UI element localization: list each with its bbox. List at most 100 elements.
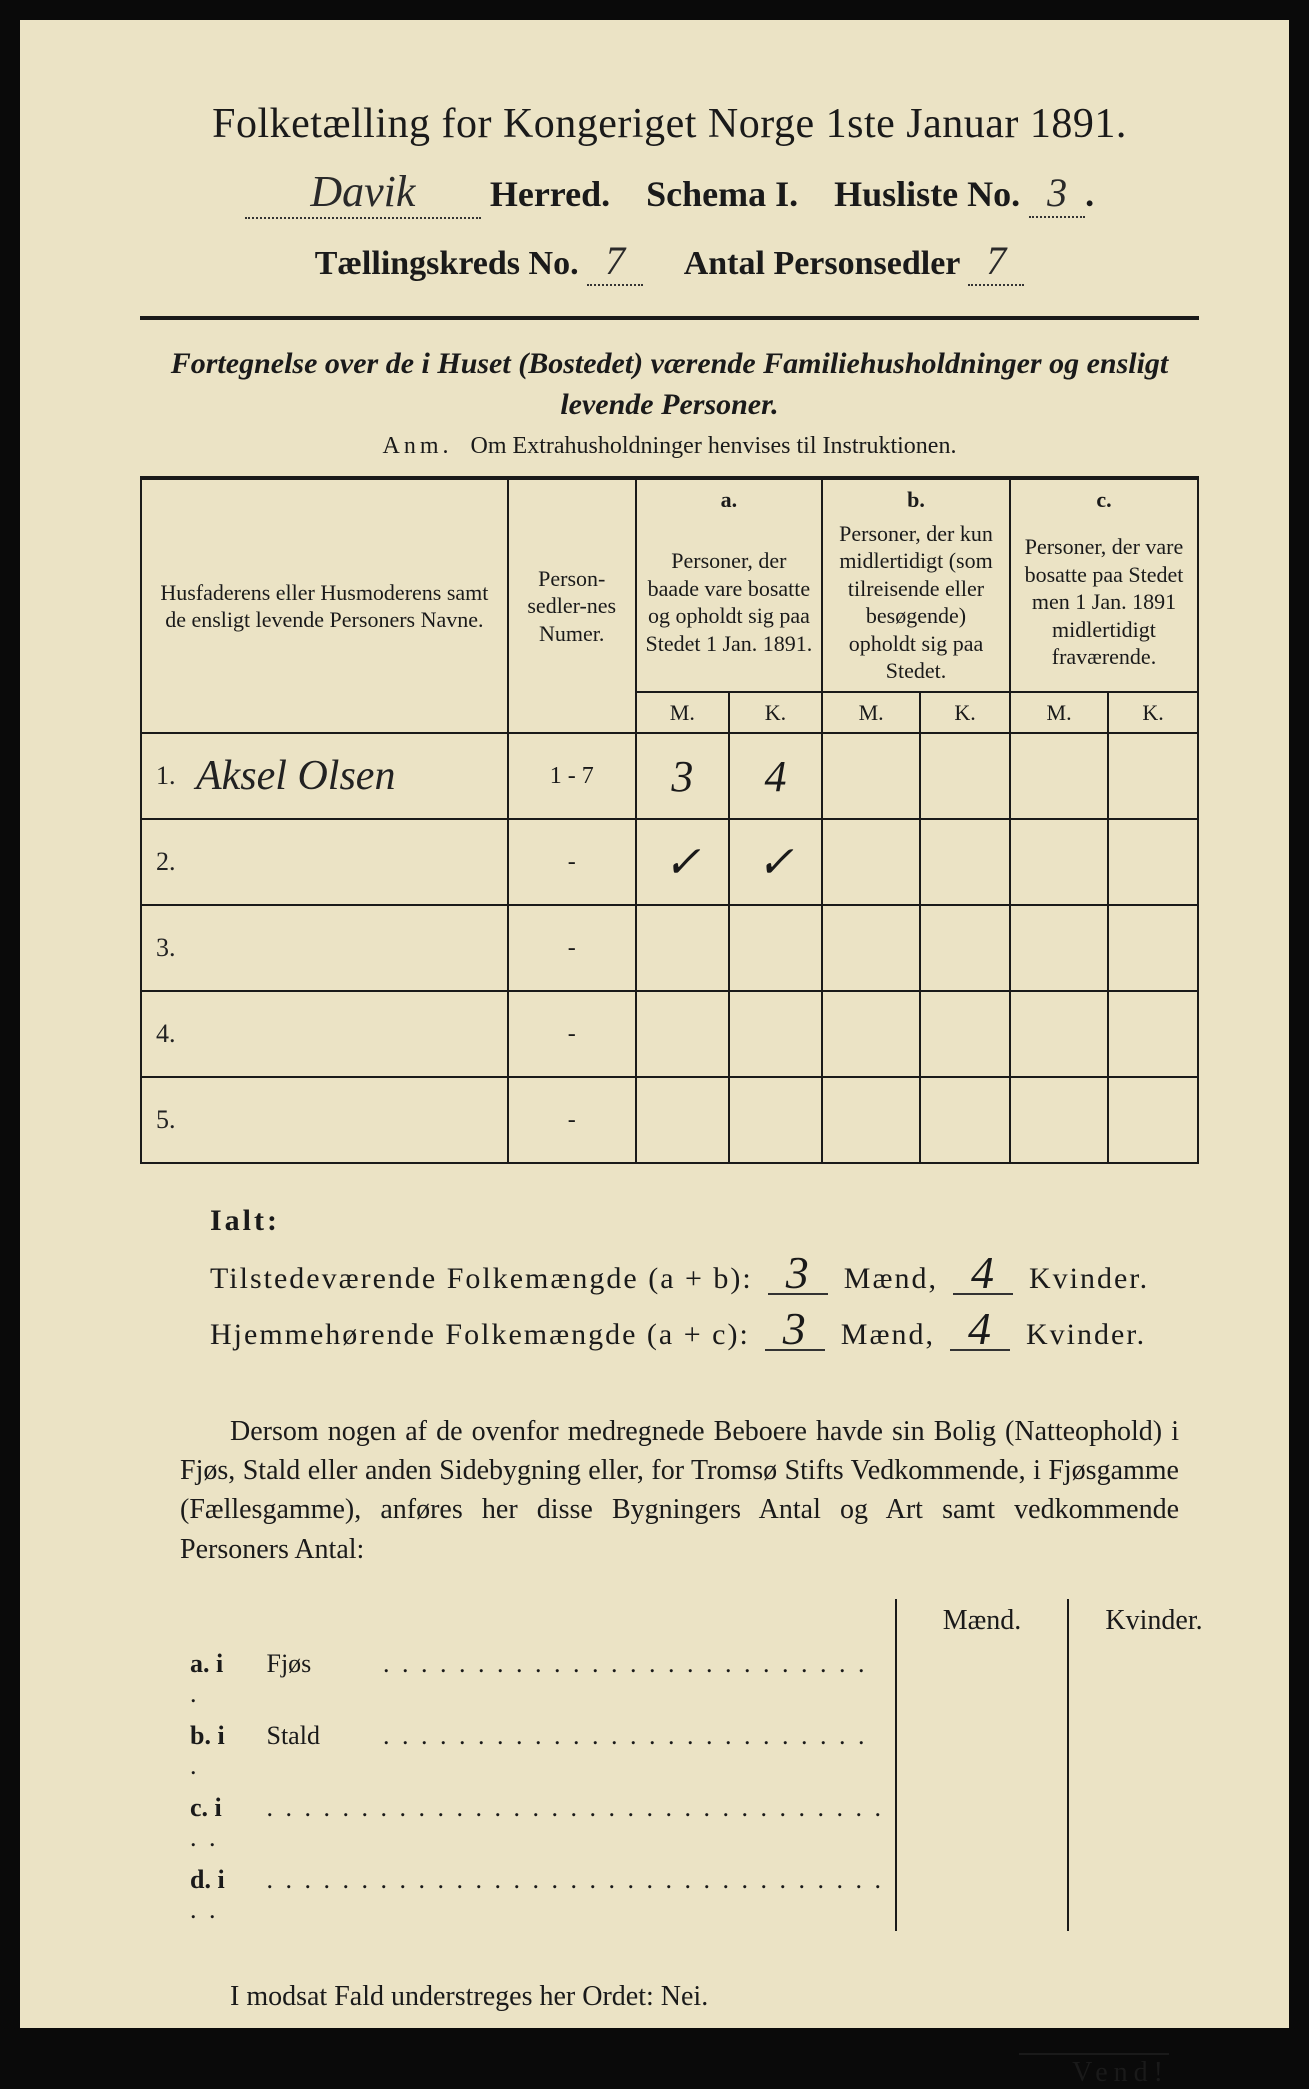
sumline-ac: Hjemmehørende Folkemængde (a + c): 3 Mæn… (210, 1308, 1199, 1352)
col-c-k: K. (1108, 692, 1198, 734)
row-ck (1108, 991, 1198, 1077)
dots: . . . . . . . . . . . . . . . . . . . . … (190, 1865, 884, 1924)
col-names-header: Husfaderens eller Husmoderens samt de en… (141, 478, 508, 733)
bygning-kvinder-header: Kvinder. (1068, 1599, 1239, 1643)
row-ps: - (508, 819, 636, 905)
table-row: 4. - (141, 991, 1198, 1077)
building-row: c. i . . . . . . . . . . . . . . . . . .… (180, 1787, 1239, 1859)
building-row: d. i . . . . . . . . . . . . . . . . . .… (180, 1859, 1239, 1931)
subtitle: Fortegnelse over de i Huset (Bostedet) v… (140, 344, 1199, 425)
row-bm (822, 905, 920, 991)
table-row: 3. - (141, 905, 1198, 991)
row-ak (729, 1077, 822, 1163)
sumline-ab: Tilstedeværende Folkemængde (a + b): 3 M… (210, 1252, 1199, 1296)
sumline-ab-label: Tilstedeværende Folkemængde (a + b): (210, 1262, 753, 1295)
subtitle-text: Fortegnelse over de i Huset (Bostedet) v… (171, 347, 1169, 421)
row-ak: ✓ (729, 819, 822, 905)
row-ak: 4 (729, 733, 822, 819)
row-number: 1. (141, 733, 196, 819)
household-table: Husfaderens eller Husmoderens samt de en… (140, 476, 1199, 1164)
personsedler-label: Antal Personsedler (684, 245, 960, 282)
row-ck (1108, 905, 1198, 991)
row-am (636, 991, 729, 1077)
census-form-page: Folketælling for Kongeriget Norge 1ste J… (0, 0, 1309, 2048)
row-cm (1010, 905, 1108, 991)
kreds-label: Tællingskreds No. (315, 245, 579, 282)
row-bm (822, 1077, 920, 1163)
row-name (196, 905, 508, 991)
divider (140, 316, 1199, 320)
kvinder-label: Kvinder. (1029, 1262, 1149, 1295)
row-name (196, 991, 508, 1077)
building-row-prefix: b. i (190, 1721, 260, 1751)
row-name (196, 819, 508, 905)
kvinder-label: Kvinder. (1026, 1318, 1146, 1351)
col-a-m: M. (636, 692, 729, 734)
husliste-value: 3 (1029, 169, 1085, 218)
schema-label: Schema I. (646, 174, 798, 214)
building-row-prefix: a. i (190, 1649, 260, 1679)
anm-text: Om Extrahusholdninger henvises til Instr… (471, 433, 957, 459)
nei-line: I modsat Fald understreges her Ordet: Ne… (230, 1981, 1199, 2013)
col-ps-header: Person-sedler-nes Numer. (508, 478, 636, 733)
row-ck (1108, 1077, 1198, 1163)
table-row: 5. - (141, 1077, 1198, 1163)
col-b-header: Personer, der kun midlertidigt (som tilr… (822, 514, 1010, 692)
herred-label: Herred. (490, 174, 610, 214)
building-row: a. i Fjøs . . . . . . . . . . . . . . . … (180, 1643, 1239, 1715)
row-am: ✓ (636, 819, 729, 905)
col-c-header: Personer, der vare bosatte paa Stedet me… (1010, 514, 1198, 692)
personsedler-value: 7 (968, 237, 1024, 286)
row-cm (1010, 1077, 1108, 1163)
row-name: Aksel Olsen (196, 733, 508, 819)
vend-label: Vend! (1019, 2053, 1169, 2089)
row-bk (920, 819, 1010, 905)
row-am (636, 1077, 729, 1163)
ac-kvinder-value: 4 (950, 1308, 1010, 1351)
col-a-header: Personer, der baade vare bosatte og opho… (636, 514, 822, 692)
row-ps: - (508, 991, 636, 1077)
husliste-label: Husliste No. (834, 174, 1020, 214)
row-number: 3. (141, 905, 196, 991)
ab-maend-value: 3 (768, 1252, 828, 1295)
row-bk (920, 991, 1010, 1077)
row-bm (822, 991, 920, 1077)
maend-label: Mænd, (841, 1318, 935, 1351)
herred-value: Davik (245, 166, 481, 219)
ab-kvinder-value: 4 (953, 1252, 1013, 1295)
col-c-letter: c. (1010, 478, 1198, 514)
row-am: 3 (636, 733, 729, 819)
row-cm (1010, 819, 1108, 905)
col-b-m: M. (822, 692, 920, 734)
col-a-letter: a. (636, 478, 822, 514)
bygning-maend-header: Mænd. (896, 1599, 1068, 1643)
building-row-prefix: d. i (190, 1865, 260, 1895)
row-ak (729, 905, 822, 991)
row-ps: - (508, 905, 636, 991)
totals-block: Ialt: Tilstedeværende Folkemængde (a + b… (210, 1204, 1199, 1352)
row-name (196, 1077, 508, 1163)
row-cm (1010, 991, 1108, 1077)
row-bm (822, 733, 920, 819)
table-row: 2. - ✓ ✓ (141, 819, 1198, 905)
row-number: 4. (141, 991, 196, 1077)
kreds-value: 7 (587, 237, 643, 286)
ialt-label: Ialt: (210, 1204, 1199, 1238)
ac-maend-value: 3 (765, 1308, 825, 1351)
building-row: b. i Stald . . . . . . . . . . . . . . .… (180, 1715, 1239, 1787)
maend-label: Mænd, (844, 1262, 938, 1295)
row-ps: 1 - 7 (508, 733, 636, 819)
col-c-m: M. (1010, 692, 1108, 734)
dots: . . . . . . . . . . . . . . . . . . . . … (190, 1793, 884, 1852)
row-ak (729, 991, 822, 1077)
anm-line: Anm. Om Extrahusholdninger henvises til … (140, 433, 1199, 460)
row-number: 5. (141, 1077, 196, 1163)
row-bk (920, 1077, 1010, 1163)
building-table: Mænd. Kvinder. a. i Fjøs . . . . . . . .… (180, 1599, 1239, 1931)
anm-label: Anm. (383, 433, 453, 459)
herred-line: Davik Herred. Schema I. Husliste No. 3. (140, 166, 1199, 219)
row-ck (1108, 733, 1198, 819)
page-title: Folketælling for Kongeriget Norge 1ste J… (140, 100, 1199, 148)
building-row-prefix: c. i (190, 1793, 260, 1823)
building-note-paragraph: Dersom nogen af de ovenfor medregnede Be… (180, 1412, 1179, 1569)
